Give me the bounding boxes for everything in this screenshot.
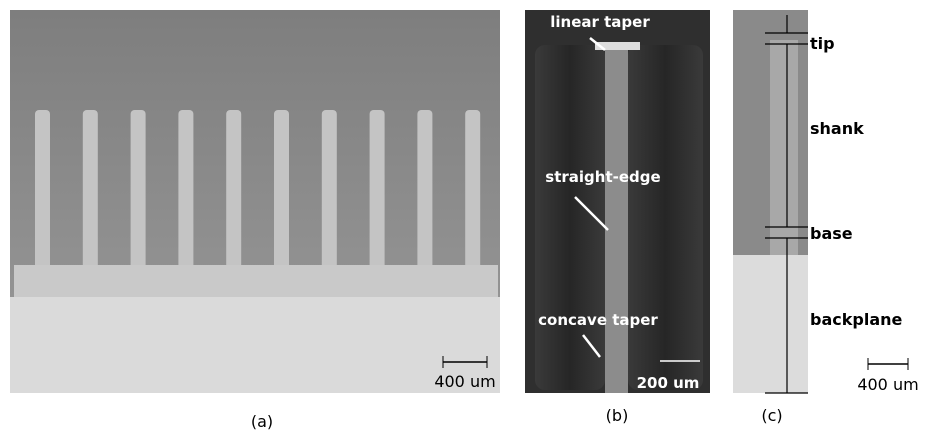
pillar bbox=[322, 110, 337, 270]
backplane-a bbox=[14, 265, 498, 297]
caption: (a) bbox=[251, 412, 273, 431]
annotation: shank bbox=[810, 119, 864, 138]
panel-a: 400 um (a) bbox=[10, 10, 500, 431]
pillar bbox=[465, 110, 480, 270]
caption: (c) bbox=[761, 406, 782, 425]
caption: (b) bbox=[606, 406, 629, 425]
panel-c: tip shank base backplane 400 um (c) bbox=[733, 10, 919, 425]
gap bbox=[605, 50, 628, 393]
pillar bbox=[178, 110, 193, 270]
pillar bbox=[83, 110, 98, 270]
annotation: backplane bbox=[810, 310, 903, 329]
scale-label: 200 um bbox=[637, 374, 700, 392]
pillar bbox=[274, 110, 289, 270]
backplane-c bbox=[733, 255, 808, 393]
needle bbox=[770, 40, 798, 255]
annotation: linear taper bbox=[550, 13, 650, 31]
annotation: tip bbox=[810, 34, 835, 53]
pillar bbox=[417, 110, 432, 270]
scale-label: 400 um bbox=[857, 375, 918, 394]
pillar bbox=[226, 110, 241, 270]
annotation: base bbox=[810, 224, 853, 243]
scale-label: 400 um bbox=[434, 372, 495, 391]
annotation: concave taper bbox=[538, 311, 658, 329]
panel-b: linear taper straight-edge concave taper… bbox=[525, 10, 710, 425]
pillar bbox=[35, 110, 50, 270]
annotation: straight-edge bbox=[545, 168, 660, 186]
pillar bbox=[370, 110, 385, 270]
pillar bbox=[131, 110, 146, 270]
figure: 400 um (a) linear taper straight-edge co… bbox=[0, 0, 933, 431]
substrate-a bbox=[10, 297, 500, 393]
needle bbox=[628, 45, 703, 390]
